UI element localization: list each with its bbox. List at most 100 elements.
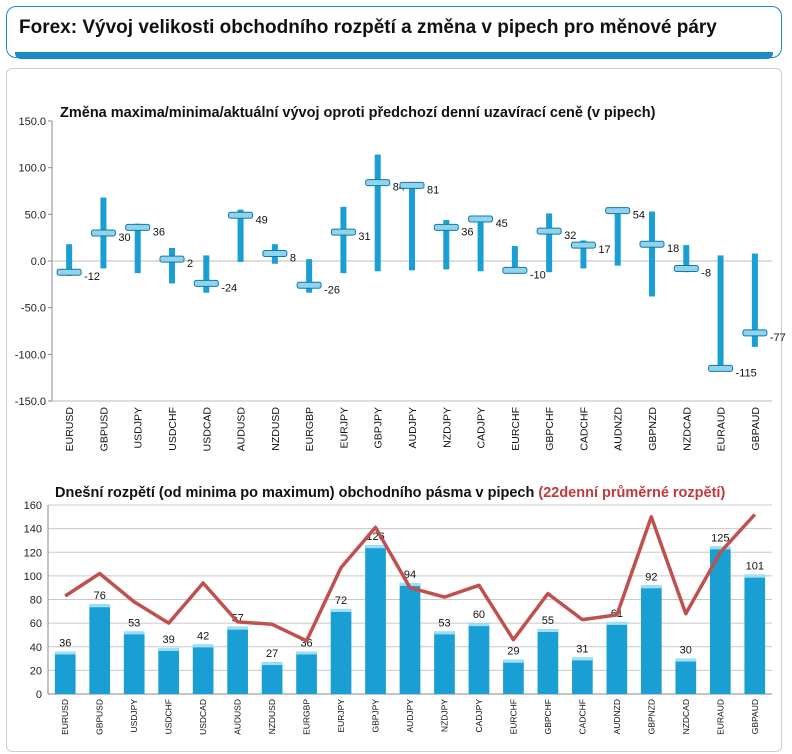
chart1-data-label: -26 — [324, 284, 340, 296]
chart1-data-label: 36 — [461, 226, 473, 238]
chart1-range-bar — [237, 209, 244, 262]
chart1-current-marker — [159, 255, 185, 263]
chart1-data-label: 17 — [598, 244, 610, 256]
chart2-y-tick-label: 0 — [36, 689, 42, 701]
chart2-bar-highlight — [675, 658, 697, 662]
chart1-current-marker — [708, 364, 734, 372]
chart2-bar — [468, 623, 490, 694]
chart2-bar-highlight — [709, 546, 731, 550]
chart2-bar — [227, 626, 248, 694]
chart2-x-tick-label: CADCHF — [577, 699, 587, 734]
chart1-data-label: 36 — [153, 226, 165, 238]
chart2-x-tick-label: GBPCHF — [543, 699, 553, 734]
chart2-x-tick-label: NZDUSD — [267, 699, 277, 734]
chart1-range-bar — [511, 246, 518, 273]
chart2-bar-highlight — [54, 651, 76, 655]
chart2-bar-highlight — [227, 626, 248, 630]
chart1-range-bar — [443, 219, 450, 270]
chart2-bar — [606, 621, 628, 694]
chart2-data-label: 55 — [542, 615, 554, 627]
chart2-bar — [54, 651, 76, 694]
chart2-data-label: 53 — [438, 617, 450, 629]
chart2-x-tick-label: EURGBP — [302, 699, 312, 735]
chart1-range-bar — [614, 207, 621, 266]
chart1-current-marker — [262, 250, 288, 258]
chart2-x-tick-label: USDCAD — [198, 699, 208, 735]
chart1-y-tick-label: -150.0 — [15, 396, 46, 408]
chart2-y-tick-label: 40 — [30, 642, 42, 654]
chart2-data-label: 39 — [163, 634, 175, 646]
chart2-bar-highlight — [330, 608, 352, 612]
chart1-data-label: -12 — [84, 271, 100, 283]
chart1-y-tick-label: 0.0 — [31, 256, 46, 268]
chart1-current-marker — [228, 211, 254, 219]
chart1-range-bar — [134, 223, 141, 274]
chart2-y-tick-label: 60 — [30, 618, 42, 630]
chart2-x-tick-label: EURJPY — [336, 699, 346, 733]
chart1-data-label: 30 — [118, 232, 130, 244]
chart2-x-tick-label: NZDJPY — [439, 699, 449, 732]
chart2-bar-highlight — [261, 662, 283, 666]
chart1-range-bar — [374, 154, 381, 272]
chart2-y-tick-label: 20 — [30, 665, 42, 677]
chart2-bar — [675, 658, 697, 694]
chart1-x-tick-label: USDJPY — [133, 407, 145, 448]
chart1-data-label: 31 — [358, 231, 370, 243]
chart2-title-main: Dnešní rozpětí (od minima po maximum) ob… — [55, 485, 534, 501]
chart1-x-tick-label: EURAUD — [716, 407, 728, 452]
chart1-x-tick-label: USDCHF — [167, 407, 179, 451]
chart1-current-marker — [673, 264, 699, 272]
chart2-x-tick-label: GBPUSD — [95, 699, 105, 735]
chart1-current-marker — [56, 268, 82, 276]
chart2-data-label: 94 — [404, 569, 416, 581]
chart2-x-tick-label: EURCHF — [508, 699, 518, 734]
chart1-current-marker — [399, 181, 425, 189]
chart2-data-label: 27 — [266, 648, 278, 660]
chart2-bar — [296, 651, 317, 694]
chart2-x-tick-label: EURUSD — [60, 699, 70, 735]
chart2-bar — [89, 604, 111, 694]
chart1-current-marker — [639, 240, 665, 248]
chart2-data-label: 29 — [507, 646, 519, 658]
chart1-range-bar — [477, 216, 484, 272]
chart1-data-label: -24 — [221, 282, 237, 294]
chart2-bar-highlight — [537, 629, 559, 633]
header-box: Forex: Vývoj velikosti obchodního rozpět… — [6, 6, 782, 59]
chart2-title: Dnešní rozpětí (od minima po maximum) ob… — [55, 485, 725, 501]
chart2-bar-highlight — [158, 647, 180, 651]
chart2-bar — [709, 546, 731, 694]
chart2-x-tick-label: USDJPY — [129, 699, 139, 733]
chart2-bar-highlight — [192, 644, 214, 648]
chart2-x-tick-label: AUDJPY — [405, 699, 415, 733]
chart1-x-tick-label: EURGBP — [304, 407, 316, 451]
chart2-data-label: 42 — [197, 630, 209, 642]
chart2-y-tick-label: 100 — [24, 571, 42, 583]
chart2-data-label: 76 — [94, 590, 106, 602]
chart1-data-label: 8 — [290, 253, 296, 265]
chart2-x-tick-label: AUDNZD — [612, 699, 622, 734]
chart1-range-bar — [580, 240, 587, 269]
chart2-x-tick-label: GBPAUD — [750, 699, 760, 734]
chart1-range-bar — [306, 259, 313, 293]
chart1-x-tick-label: GBPJPY — [373, 407, 385, 448]
chart2-bar — [365, 545, 386, 694]
chart2-bar — [640, 585, 662, 694]
chart1-x-tick-label: GBPCHF — [544, 407, 556, 451]
chart2-data-label: 72 — [335, 595, 347, 607]
chart2-x-tick-label: AUDUSD — [233, 699, 243, 735]
chart2-y-tick-label: 160 — [24, 500, 42, 512]
chart1-x-tick-label: AUDUSD — [236, 407, 248, 452]
chart2-data-label: 36 — [59, 637, 71, 649]
chart1-y-tick-label: -100.0 — [15, 349, 46, 361]
chart1-range-bar — [649, 211, 655, 297]
chart1-current-marker — [536, 227, 562, 235]
chart2-bar — [399, 582, 421, 694]
chart1-data-label: 81 — [427, 184, 439, 196]
chart2-data-label: 101 — [746, 561, 764, 573]
chart1-data-label: -115 — [736, 367, 757, 379]
chart1-range-bar — [683, 245, 690, 273]
chart2-bar-highlight — [503, 659, 524, 663]
chart1-data-label: 32 — [564, 230, 576, 242]
chart1-current-marker — [570, 241, 596, 249]
